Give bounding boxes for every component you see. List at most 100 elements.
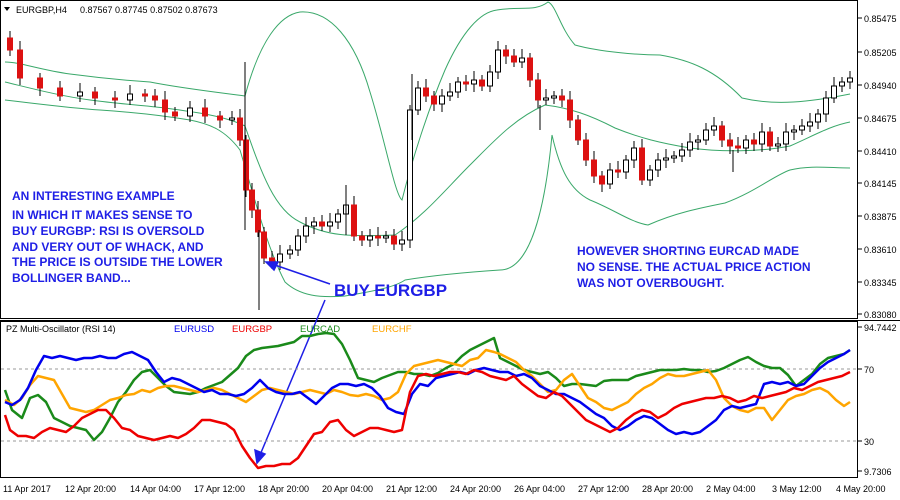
candle-body bbox=[463, 81, 469, 85]
time-axis: 11 Apr 2017 12 Apr 20:00 14 Apr 04:00 17… bbox=[3, 484, 886, 494]
candle-body bbox=[639, 147, 645, 181]
time-label: 11 Apr 2017 bbox=[3, 484, 51, 494]
candle-body bbox=[703, 129, 709, 141]
candle-body bbox=[162, 99, 168, 113]
annotation-line: THE PRICE IS OUTSIDE THE LOWER bbox=[12, 255, 223, 269]
candle-body bbox=[327, 221, 333, 227]
price-tick: 0.84410 bbox=[864, 147, 897, 157]
candle-body bbox=[599, 175, 605, 185]
price-tick: 0.84145 bbox=[864, 179, 897, 189]
time-label: 20 Apr 04:00 bbox=[322, 484, 373, 494]
annotation-line: BOLLINGER BAND... bbox=[12, 271, 131, 285]
price-tick: 0.83610 bbox=[864, 245, 897, 255]
candle-body bbox=[249, 189, 255, 211]
candle-body bbox=[647, 169, 653, 181]
price-tick: 0.85475 bbox=[864, 14, 897, 24]
candle-body bbox=[783, 131, 789, 145]
annotation-line: HOWEVER SHORTING EURCAD MADE bbox=[577, 244, 799, 258]
candle-body bbox=[831, 85, 837, 99]
candle-body bbox=[187, 107, 193, 117]
candle-body bbox=[711, 125, 717, 131]
candle-body bbox=[311, 221, 317, 227]
candle-body bbox=[543, 97, 549, 101]
legend-eurchf: EURCHF bbox=[372, 324, 412, 335]
symbol-label: EURGBP,H4 bbox=[16, 5, 67, 15]
annotation-line: AND VERY OUT OF WHACK, AND bbox=[12, 240, 204, 254]
candle-body bbox=[415, 87, 421, 111]
candle-body bbox=[431, 95, 437, 105]
legend-eurgbp: EURGBP bbox=[232, 324, 272, 335]
candle-body bbox=[679, 149, 685, 157]
time-label: 2 May 04:00 bbox=[706, 484, 756, 494]
legend-eurusd: EURUSD bbox=[174, 324, 214, 335]
price-tick: 0.83080 bbox=[864, 310, 897, 320]
candle-body bbox=[607, 169, 613, 185]
candle-body bbox=[527, 57, 533, 81]
candle-body bbox=[407, 109, 413, 241]
candle-body bbox=[112, 97, 118, 101]
time-label: 14 Apr 04:00 bbox=[130, 484, 181, 494]
candle-body bbox=[487, 71, 493, 87]
candle-body bbox=[847, 77, 853, 83]
candle-body bbox=[671, 155, 677, 159]
annotation-line: NO SENSE. THE ACTUAL PRICE ACTION bbox=[577, 260, 811, 274]
candle-body bbox=[751, 139, 757, 145]
time-label: 27 Apr 12:00 bbox=[578, 484, 629, 494]
candlesticks bbox=[7, 31, 853, 310]
chart-header[interactable]: EURGBP,H4 0.87567 0.87745 0.87502 0.8767… bbox=[4, 5, 218, 15]
rsi-tick: 30 bbox=[864, 437, 874, 447]
rsi-tick: 94.7442 bbox=[864, 323, 897, 333]
candle-body bbox=[303, 225, 309, 237]
candle-body bbox=[767, 131, 773, 147]
candle-body bbox=[335, 213, 341, 223]
indicator-title: PZ Multi-Oscillator (RSI 14) bbox=[6, 324, 116, 334]
legend-eurcad: EURCAD bbox=[300, 324, 340, 335]
candle-body bbox=[295, 235, 301, 251]
candle-body bbox=[229, 117, 235, 121]
candle-body bbox=[375, 235, 381, 239]
arrowhead-icon bbox=[254, 448, 267, 465]
candle-body bbox=[423, 87, 429, 97]
candle-body bbox=[735, 145, 741, 149]
candle-body bbox=[217, 115, 223, 121]
arrow-to-rsi bbox=[259, 299, 326, 456]
candle-body bbox=[479, 79, 485, 87]
candle-body bbox=[152, 95, 158, 101]
candle-body bbox=[575, 119, 581, 141]
candle-body bbox=[591, 159, 597, 177]
candle-body bbox=[439, 95, 445, 105]
indicator-pane: PZ Multi-Oscillator (RSI 14) EURUSD EURG… bbox=[1, 323, 897, 477]
candle-body bbox=[367, 235, 373, 241]
time-label: 26 Apr 04:00 bbox=[514, 484, 565, 494]
time-label: 18 Apr 20:00 bbox=[258, 484, 309, 494]
candle-body bbox=[261, 231, 267, 259]
time-label: 28 Apr 20:00 bbox=[642, 484, 693, 494]
arrowhead-icon bbox=[264, 261, 280, 272]
candle-body bbox=[142, 93, 148, 97]
candle-body bbox=[503, 49, 509, 57]
arrow-to-candle bbox=[271, 263, 331, 285]
candle-body bbox=[823, 97, 829, 115]
candle-body bbox=[237, 117, 243, 141]
eurgbp-rsi-line bbox=[3, 368, 851, 470]
candle-body bbox=[287, 249, 293, 255]
candle-body bbox=[807, 121, 813, 127]
candle-body bbox=[383, 235, 389, 239]
candle-body bbox=[127, 93, 133, 101]
candle-body bbox=[815, 113, 821, 123]
rsi-tick: 70 bbox=[864, 365, 874, 375]
dropdown-icon[interactable] bbox=[4, 7, 10, 11]
candle-body bbox=[615, 169, 621, 173]
candle-body bbox=[623, 159, 629, 173]
candle-body bbox=[447, 91, 453, 97]
rsi-tick: 9.7306 bbox=[864, 467, 892, 477]
candle-body bbox=[511, 55, 517, 63]
candle-body bbox=[471, 79, 477, 85]
left-annotation: AN INTERESTING EXAMPLE IN WHICH IT MAKES… bbox=[12, 189, 223, 285]
time-label: 17 Apr 12:00 bbox=[194, 484, 245, 494]
eurusd-rsi-line bbox=[4, 348, 851, 436]
candle-body bbox=[743, 139, 749, 149]
candle-body bbox=[519, 57, 525, 63]
candle-body bbox=[799, 125, 805, 131]
